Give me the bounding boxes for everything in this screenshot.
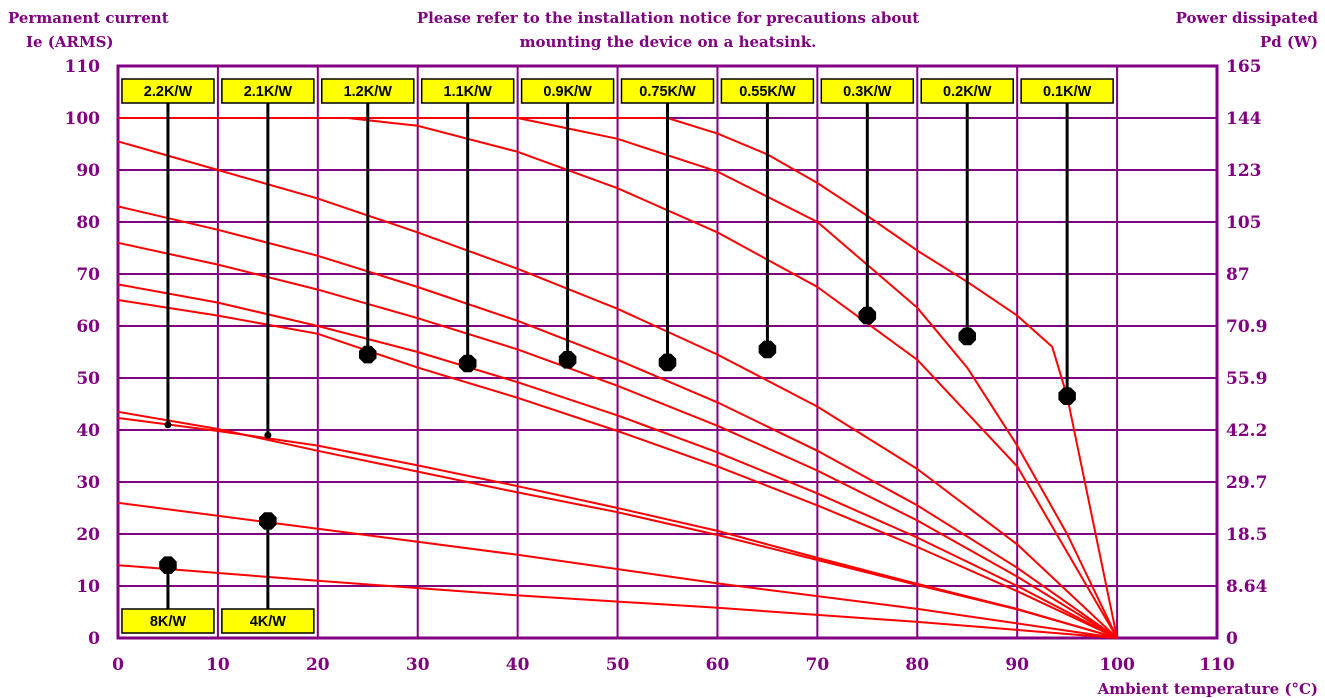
left-y-tick-label: 40 bbox=[76, 421, 100, 441]
pointer-marker-0.75K/W bbox=[658, 353, 677, 372]
axis-ticks: 0 10 20 30 40 50 60 70 80 90 100 110 0 10 20 30 40 50 60 70… bbox=[65, 57, 1268, 675]
series-label-0.9K/W: 0.9K/W bbox=[543, 84, 592, 100]
left-y-tick-label: 60 bbox=[76, 317, 100, 337]
series-label-box-4K/W bbox=[221, 608, 315, 634]
series-pointers bbox=[159, 103, 1076, 609]
pointer-marker-1.2K/W bbox=[359, 345, 377, 364]
pointer-marker-0.3K/W bbox=[858, 306, 877, 325]
series-line-0.1K/W bbox=[118, 117, 1119, 639]
pointer-marker-1.1K/W bbox=[458, 354, 477, 373]
right-y-tick-label: 18.5 bbox=[1226, 525, 1267, 545]
series-label-box-0.1K/W bbox=[1020, 78, 1114, 104]
series-line-0.75K/W bbox=[117, 205, 1118, 639]
x-tick-label: 0 bbox=[112, 655, 124, 675]
x-tick-label: 50 bbox=[606, 655, 630, 675]
right-y-tick-label: 105 bbox=[1226, 213, 1262, 233]
series-label-box-0.2K/W bbox=[920, 78, 1014, 104]
series-line-4K/W bbox=[117, 501, 1118, 639]
series-label-1.1K/W: 1.1K/W bbox=[444, 84, 493, 100]
right-y-tick-label: 87 bbox=[1226, 265, 1250, 285]
right-y-tick-label: 123 bbox=[1226, 161, 1262, 181]
left-y-tick-label: 50 bbox=[76, 369, 100, 389]
left-y-tick-label: 20 bbox=[76, 525, 100, 545]
left-y-tick-label: 90 bbox=[76, 161, 100, 181]
series-label-box-0.75K/W bbox=[620, 78, 715, 104]
pointer-marker-2.1K/W bbox=[264, 431, 272, 439]
series-labels: 8K/W 4K/W 2.2K/W 2.1K/W 1.2K/W 1.1K/W 0.9K/W 0.… bbox=[121, 78, 1114, 634]
right-y-tick-label: 70.9 bbox=[1226, 317, 1267, 337]
left-y-tick-label: 0 bbox=[88, 629, 100, 649]
x-tick-label: 80 bbox=[905, 655, 929, 675]
x-tick-label: 20 bbox=[306, 655, 330, 675]
chart-title-line-1: Please refer to the installation notice … bbox=[417, 9, 919, 27]
right-axis-label-line-1: Power dissipated bbox=[1176, 9, 1319, 27]
pointer-marker-0.9K/W bbox=[558, 351, 577, 369]
x-tick-label: 40 bbox=[506, 655, 530, 675]
pointer-marker-4K/W bbox=[259, 512, 277, 530]
x-tick-label: 10 bbox=[206, 655, 230, 675]
series-label-box-2.2K/W bbox=[121, 78, 215, 104]
series-label-0.1K/W: 0.1K/W bbox=[1043, 84, 1092, 100]
x-axis-label: Ambient temperature (°C) bbox=[1097, 680, 1318, 698]
series-line-0.2K/W bbox=[118, 117, 1119, 639]
right-y-tick-label: 29.7 bbox=[1226, 473, 1267, 493]
left-y-tick-label: 110 bbox=[65, 57, 101, 77]
left-y-tick-label: 30 bbox=[76, 473, 100, 493]
pointer-marker-8K/W bbox=[159, 556, 177, 574]
series-label-2.2K/W: 2.2K/W bbox=[144, 84, 193, 100]
series-label-box-2.1K/W bbox=[221, 78, 315, 104]
series-line-2.1K/W bbox=[117, 417, 1118, 639]
chart-title-line-2: mounting the device on a heatsink. bbox=[520, 33, 817, 51]
left-y-tick-label: 70 bbox=[76, 265, 100, 285]
series-label-box-0.55K/W bbox=[720, 78, 815, 104]
pointer-marker-0.55K/W bbox=[758, 340, 777, 359]
right-axis-label-line-2: Pd (W) bbox=[1260, 33, 1318, 51]
left-y-tick-label: 100 bbox=[65, 109, 101, 129]
plot-frame bbox=[116, 64, 1219, 640]
series-label-box-0.9K/W bbox=[520, 78, 615, 104]
series-label-box-8K/W bbox=[121, 608, 215, 634]
right-y-tick-label: 165 bbox=[1226, 57, 1262, 77]
left-y-tick-label: 80 bbox=[76, 213, 100, 233]
series-label-0.2K/W: 0.2K/W bbox=[943, 84, 992, 100]
x-tick-label: 110 bbox=[1199, 655, 1235, 675]
series-label-8K/W: 8K/W bbox=[150, 614, 187, 630]
pointer-marker-2.2K/W bbox=[164, 421, 172, 429]
pointer-marker-0.2K/W bbox=[958, 327, 976, 346]
series-label-2.1K/W: 2.1K/W bbox=[244, 84, 293, 100]
right-y-tick-label: 55.9 bbox=[1226, 369, 1267, 389]
series-line-1.2K/W bbox=[117, 299, 1118, 639]
right-y-tick-label: 0 bbox=[1226, 629, 1238, 649]
x-tick-label: 30 bbox=[406, 655, 430, 675]
series-line-8K/W bbox=[117, 564, 1118, 639]
series-label-0.55K/W: 0.55K/W bbox=[739, 84, 796, 100]
x-tick-label: 70 bbox=[806, 655, 830, 675]
series-label-4K/W: 4K/W bbox=[250, 614, 287, 630]
left-axis-label-line-2: Ie (ARMS) bbox=[26, 33, 114, 51]
x-tick-label: 90 bbox=[1005, 655, 1029, 675]
series-label-0.75K/W: 0.75K/W bbox=[639, 84, 696, 100]
left-y-tick-label: 10 bbox=[76, 577, 100, 597]
pointer-marker-0.1K/W bbox=[1058, 387, 1076, 405]
series-label-box-1.2K/W bbox=[321, 78, 415, 104]
series-label-1.2K/W: 1.2K/W bbox=[344, 84, 393, 100]
x-tick-label: 60 bbox=[706, 655, 730, 675]
x-tick-label: 100 bbox=[1099, 655, 1135, 675]
series-label-box-1.1K/W bbox=[420, 78, 515, 104]
series-line-1.1K/W bbox=[117, 283, 1118, 639]
series-label-box-0.3K/W bbox=[820, 78, 915, 104]
series-label-0.3K/W: 0.3K/W bbox=[843, 84, 892, 100]
right-y-tick-label: 8.64 bbox=[1226, 577, 1268, 597]
left-axis-label-line-1: Permanent current bbox=[8, 9, 169, 27]
series-line-0.55K/W bbox=[117, 140, 1118, 639]
right-y-tick-label: 144 bbox=[1226, 109, 1262, 129]
series-line-0.9K/W bbox=[117, 241, 1118, 639]
right-y-tick-label: 42.2 bbox=[1226, 421, 1267, 441]
